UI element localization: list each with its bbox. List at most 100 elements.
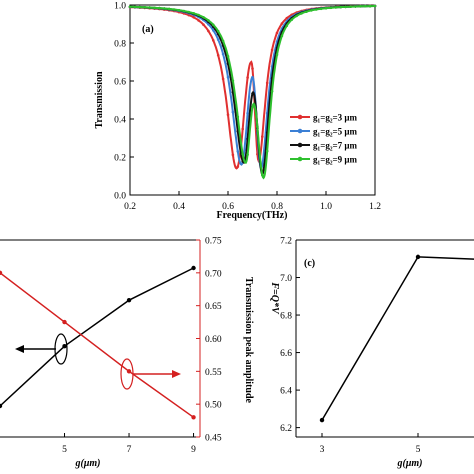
series-marker: [270, 90, 274, 93]
panel-c-x-tick-label: 5: [416, 445, 421, 455]
series-marker: [246, 112, 249, 115]
legend-swatch-marker: [297, 142, 303, 148]
red-ellipse-marker: [120, 358, 134, 390]
series-marker: [172, 8, 176, 11]
series-marker: [236, 165, 240, 168]
panel-b-ticks: 5 7 9 0.45 0.50 0.55 0.60 0.65 0.70 0.75: [62, 237, 222, 456]
panel-b-red-point: [191, 415, 196, 420]
series-marker: [285, 24, 289, 28]
series-marker: [231, 153, 235, 157]
series-marker: [339, 5, 343, 9]
panel-c-point: [319, 417, 325, 423]
series-marker: [319, 7, 323, 11]
series-marker: [216, 38, 220, 41]
panel-b-red-point: [126, 369, 132, 374]
series-marker: [207, 29, 210, 33]
series-marker: [197, 19, 200, 22]
series-marker: [163, 7, 166, 10]
series-marker: [280, 34, 284, 38]
panel-a-y-tick-label: 0.6: [114, 78, 126, 88]
panel-b-x-tick-label: 5: [62, 445, 67, 455]
series-marker: [246, 153, 249, 156]
panel-c-y-tick-label: 7.0: [280, 274, 292, 284]
series-marker: [344, 5, 347, 9]
series-marker: [221, 39, 225, 43]
series-marker: [231, 79, 235, 83]
panel-a-legend: g₁=g₂=3 μm g₁=g₂=5 μm g₁=g₂=7 μm g₁=g₂=9 μm: [290, 113, 358, 165]
series-marker: [275, 31, 279, 35]
panel-b-right-tick-label: 0.75: [205, 237, 222, 247]
series-marker: [251, 92, 254, 95]
series-marker: [314, 8, 318, 11]
series-marker: [324, 6, 328, 10]
series-marker: [265, 149, 269, 153]
series-marker: [349, 5, 352, 8]
series-marker: [241, 152, 244, 156]
panel-b-right-tick-label: 0.60: [205, 335, 222, 345]
legend-entry-label: g₁=g₂=3 μm: [313, 113, 358, 123]
series-marker: [226, 113, 230, 116]
panel-a-x-tick-label: 1.0: [320, 202, 332, 212]
series-marker: [216, 29, 220, 33]
series-marker: [153, 6, 156, 10]
series-marker: [221, 77, 225, 81]
series-marker: [177, 8, 181, 12]
panel-a-x-label: Frequency(THz): [217, 210, 288, 221]
series-marker: [187, 10, 191, 14]
panel-a-x-tick-label: 0.4: [173, 202, 185, 212]
series-marker: [236, 150, 240, 153]
panel-b-right-tick-label: 0.70: [205, 269, 222, 279]
series-marker: [212, 29, 215, 32]
series-marker: [231, 110, 235, 114]
panel-b-right-tick-label: 0.45: [205, 434, 222, 444]
legend-swatch-marker: [297, 156, 303, 162]
panel-c-y-tick-label: 6.2: [280, 424, 292, 434]
panel-b-x-label: g(μm): [75, 458, 101, 469]
panel-b-black-line: [0, 267, 194, 407]
series-marker: [305, 10, 308, 13]
series-marker: [148, 6, 151, 9]
series-marker: [261, 135, 264, 138]
panel-a-frame: [129, 4, 376, 196]
panel-b-black-point: [191, 265, 196, 271]
panel-c-series: [319, 254, 474, 423]
series-marker: [202, 23, 205, 27]
panel-c-y-tick-label: 6.8: [280, 312, 292, 322]
legend-entry-label: g₁=g₂=5 μm: [313, 127, 358, 137]
series-marker: [363, 4, 367, 8]
panel-c-y-label: F=Q*V: [269, 281, 280, 315]
series-marker: [143, 6, 146, 9]
series-marker: [192, 12, 195, 15]
series-marker: [329, 6, 333, 10]
right-arrow-head: [172, 370, 181, 378]
series-marker: [207, 19, 210, 22]
panel-a-y-tick-label: 0.8: [114, 40, 126, 50]
series-marker: [290, 18, 294, 22]
series-marker: [300, 12, 303, 15]
panel-b-x-tick-label: 9: [191, 445, 196, 455]
legend-swatch-marker: [297, 128, 303, 134]
panel-b-red-point: [0, 270, 3, 276]
series-marker: [197, 13, 200, 17]
panel-b-red-point: [62, 319, 67, 325]
series-marker: [251, 105, 254, 109]
series-marker: [368, 4, 372, 8]
panel-a-x-tick-label: 0.2: [124, 202, 136, 212]
series-marker: [216, 54, 220, 57]
panel-a-y-tick-label: 0.4: [114, 116, 126, 126]
panel-c-label: (c): [304, 258, 315, 269]
panel-c-x-label: g(μm): [397, 458, 423, 469]
series-marker: [226, 75, 230, 79]
panel-b-black-point: [0, 403, 3, 409]
series-marker: [373, 4, 377, 8]
series-marker: [334, 6, 338, 9]
series-marker: [202, 15, 205, 19]
series-marker: [275, 53, 279, 57]
series-marker: [359, 5, 362, 8]
series-marker: [138, 5, 142, 9]
series-marker: [295, 14, 298, 18]
panel-a-y-label: Transmission: [94, 71, 105, 128]
panel-a-y-tick-label: 0.0: [114, 192, 126, 202]
panel-b-right-tick-label: 0.50: [205, 401, 222, 411]
panel-b-annotations: [15, 333, 181, 390]
